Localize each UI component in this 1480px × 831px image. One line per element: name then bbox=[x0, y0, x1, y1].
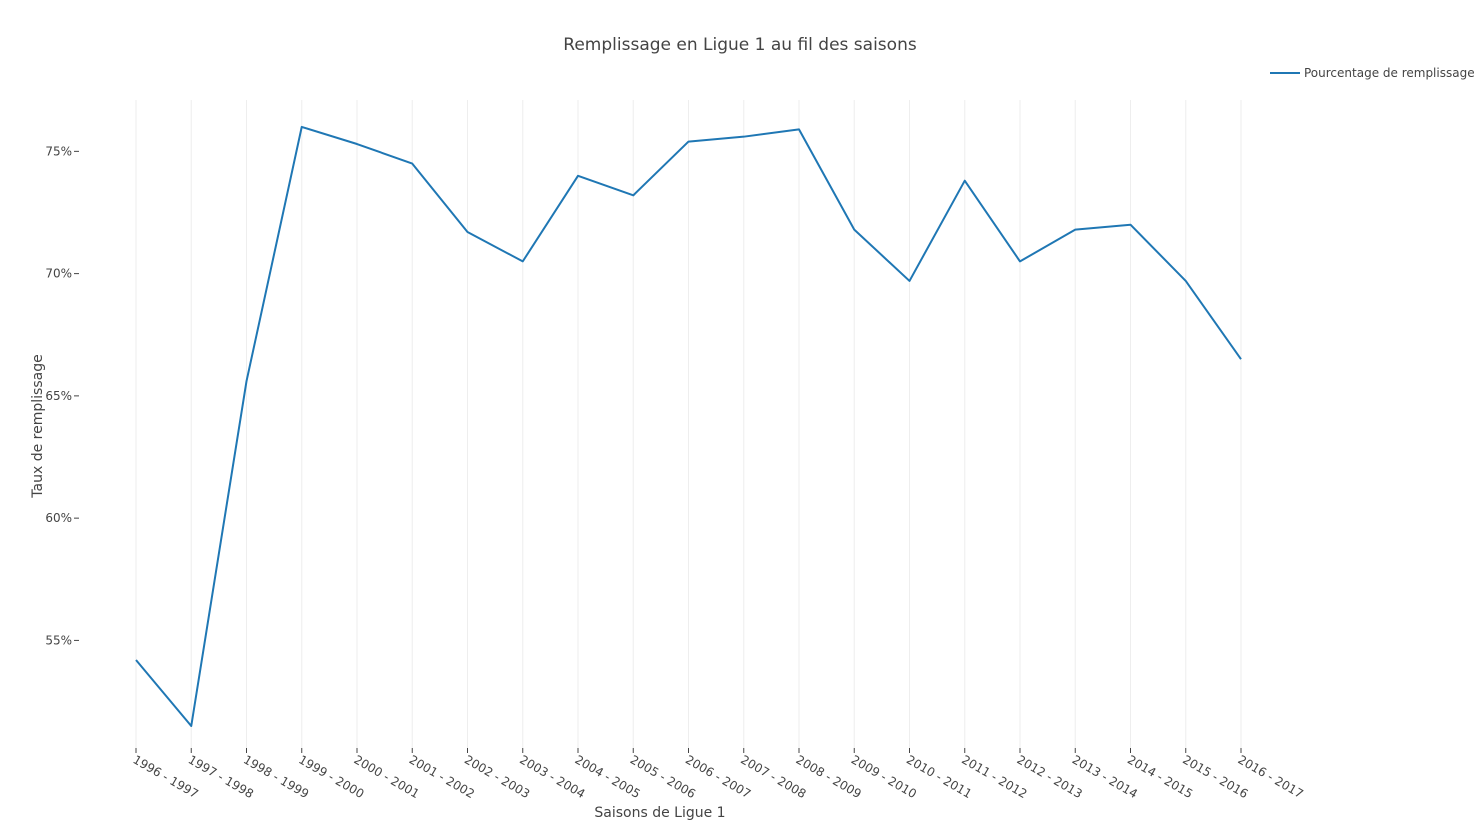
data-point[interactable] bbox=[1018, 259, 1022, 263]
data-point[interactable] bbox=[908, 279, 912, 283]
data-point[interactable] bbox=[1073, 228, 1077, 232]
y-tick-label: 55% bbox=[45, 633, 72, 647]
legend[interactable]: Pourcentage de remplissage bbox=[1270, 66, 1475, 80]
series-line[interactable] bbox=[135, 125, 1242, 727]
data-point[interactable] bbox=[134, 658, 138, 662]
data-point[interactable] bbox=[1129, 223, 1133, 227]
data-point[interactable] bbox=[852, 228, 856, 232]
y-tick-label: 60% bbox=[45, 511, 72, 525]
data-point[interactable] bbox=[1184, 279, 1188, 283]
data-point[interactable] bbox=[189, 724, 193, 728]
y-axis-title: Taux de remplissage bbox=[30, 354, 46, 498]
legend-label: Pourcentage de remplissage bbox=[1304, 66, 1475, 80]
data-point[interactable] bbox=[1239, 357, 1243, 361]
gridlines bbox=[135, 100, 1242, 748]
data-point[interactable] bbox=[742, 135, 746, 139]
data-point[interactable] bbox=[410, 162, 414, 166]
data-point[interactable] bbox=[466, 230, 470, 234]
y-tick-label: 65% bbox=[45, 389, 72, 403]
chart-title: Remplissage en Ligue 1 au fil des saison… bbox=[563, 35, 917, 55]
data-point[interactable] bbox=[963, 179, 967, 183]
y-axis-ticks: 55% 60% 65% 70% 75% bbox=[45, 144, 79, 647]
data-point[interactable] bbox=[631, 193, 635, 197]
y-tick-label: 75% bbox=[45, 144, 72, 158]
series-layer bbox=[134, 125, 1243, 728]
data-point[interactable] bbox=[687, 140, 691, 144]
data-point[interactable] bbox=[245, 379, 249, 383]
data-point[interactable] bbox=[355, 142, 359, 146]
data-point[interactable] bbox=[521, 259, 525, 263]
x-axis-title: Saisons de Ligue 1 bbox=[594, 805, 725, 821]
data-point[interactable] bbox=[797, 127, 801, 131]
data-point[interactable] bbox=[576, 174, 580, 178]
y-tick-label: 70% bbox=[45, 267, 72, 281]
data-point[interactable] bbox=[300, 125, 304, 129]
